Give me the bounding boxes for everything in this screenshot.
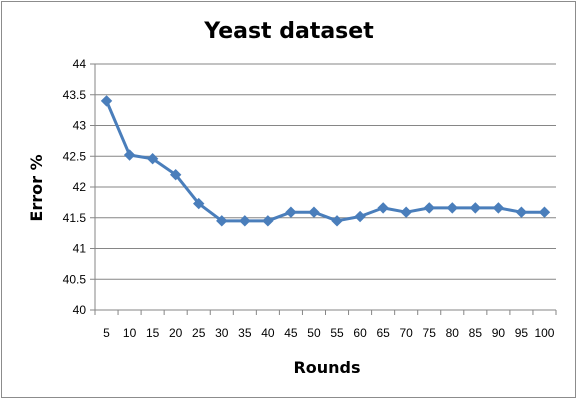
- x-tick-label: 45: [284, 326, 298, 340]
- data-point-marker: [169, 168, 182, 181]
- x-tick-label: 100: [534, 326, 554, 340]
- data-point-marker: [193, 197, 205, 210]
- data-point-marker: [377, 202, 389, 214]
- x-tick-label: 60: [353, 326, 367, 340]
- data-point-marker: [515, 206, 528, 218]
- x-tick-label: 20: [169, 326, 183, 340]
- data-point-marker: [216, 215, 228, 227]
- data-point-marker: [239, 215, 251, 227]
- y-axis-title: Error %: [27, 154, 46, 221]
- data-point-marker: [492, 202, 505, 214]
- x-tick-label: 10: [123, 326, 137, 340]
- data-point-marker: [423, 202, 435, 214]
- series-error: [100, 95, 551, 227]
- y-tick-label: 43: [73, 119, 87, 133]
- x-tick-label: 35: [238, 326, 252, 340]
- data-point-marker: [146, 153, 159, 165]
- series-line: [105, 100, 545, 223]
- y-tick-label: 42.5: [63, 149, 87, 163]
- y-tick-labels: 40 40.5 41 41.5 42 42.5 43 43.5 44: [63, 57, 95, 317]
- y-tick-label: 40: [73, 303, 87, 317]
- x-tick-label: 70: [399, 326, 413, 340]
- x-tick-label: 40: [261, 326, 275, 340]
- data-point-marker: [100, 95, 113, 107]
- y-tick-label: 43.5: [63, 88, 87, 102]
- y-tick-label: 41.5: [63, 211, 87, 225]
- data-point-marker: [400, 206, 412, 218]
- x-tick-label: 25: [192, 326, 206, 340]
- y-tick-label: 42: [73, 180, 87, 194]
- data-point-marker: [123, 149, 136, 161]
- x-tick-label: 95: [515, 326, 529, 340]
- x-tick-label: 90: [492, 326, 506, 340]
- data-point-marker: [262, 215, 274, 227]
- data-point-marker: [285, 206, 297, 218]
- y-tick-label: 44: [73, 57, 87, 71]
- data-point-marker: [308, 206, 320, 218]
- data-point-marker: [469, 202, 482, 214]
- data-point-marker: [354, 210, 366, 223]
- data-point-marker: [331, 215, 343, 227]
- x-tick-label: 55: [330, 326, 344, 340]
- x-tick-label: 30: [215, 326, 229, 340]
- y-tick-label: 41: [73, 242, 87, 256]
- x-tick-label: 5: [103, 326, 110, 340]
- gridlines: [95, 63, 556, 280]
- chart-title: Yeast dataset: [203, 19, 374, 44]
- data-point-marker: [538, 206, 551, 218]
- x-tick-label: 80: [446, 326, 460, 340]
- x-tick-label: 85: [469, 326, 483, 340]
- data-point-marker: [446, 202, 458, 214]
- x-tick-labels: 5 10 15 20 25 30 35 40 45 50 55 60 65 70 75 80 85 90 95 100: [94, 310, 557, 340]
- x-axis-title: Rounds: [293, 358, 360, 377]
- x-tick-label: 15: [146, 326, 160, 340]
- x-tick-label: 65: [376, 326, 390, 340]
- y-tick-label: 40.5: [63, 272, 87, 286]
- x-tick-label: 75: [423, 326, 437, 340]
- x-tick-label: 50: [307, 326, 321, 340]
